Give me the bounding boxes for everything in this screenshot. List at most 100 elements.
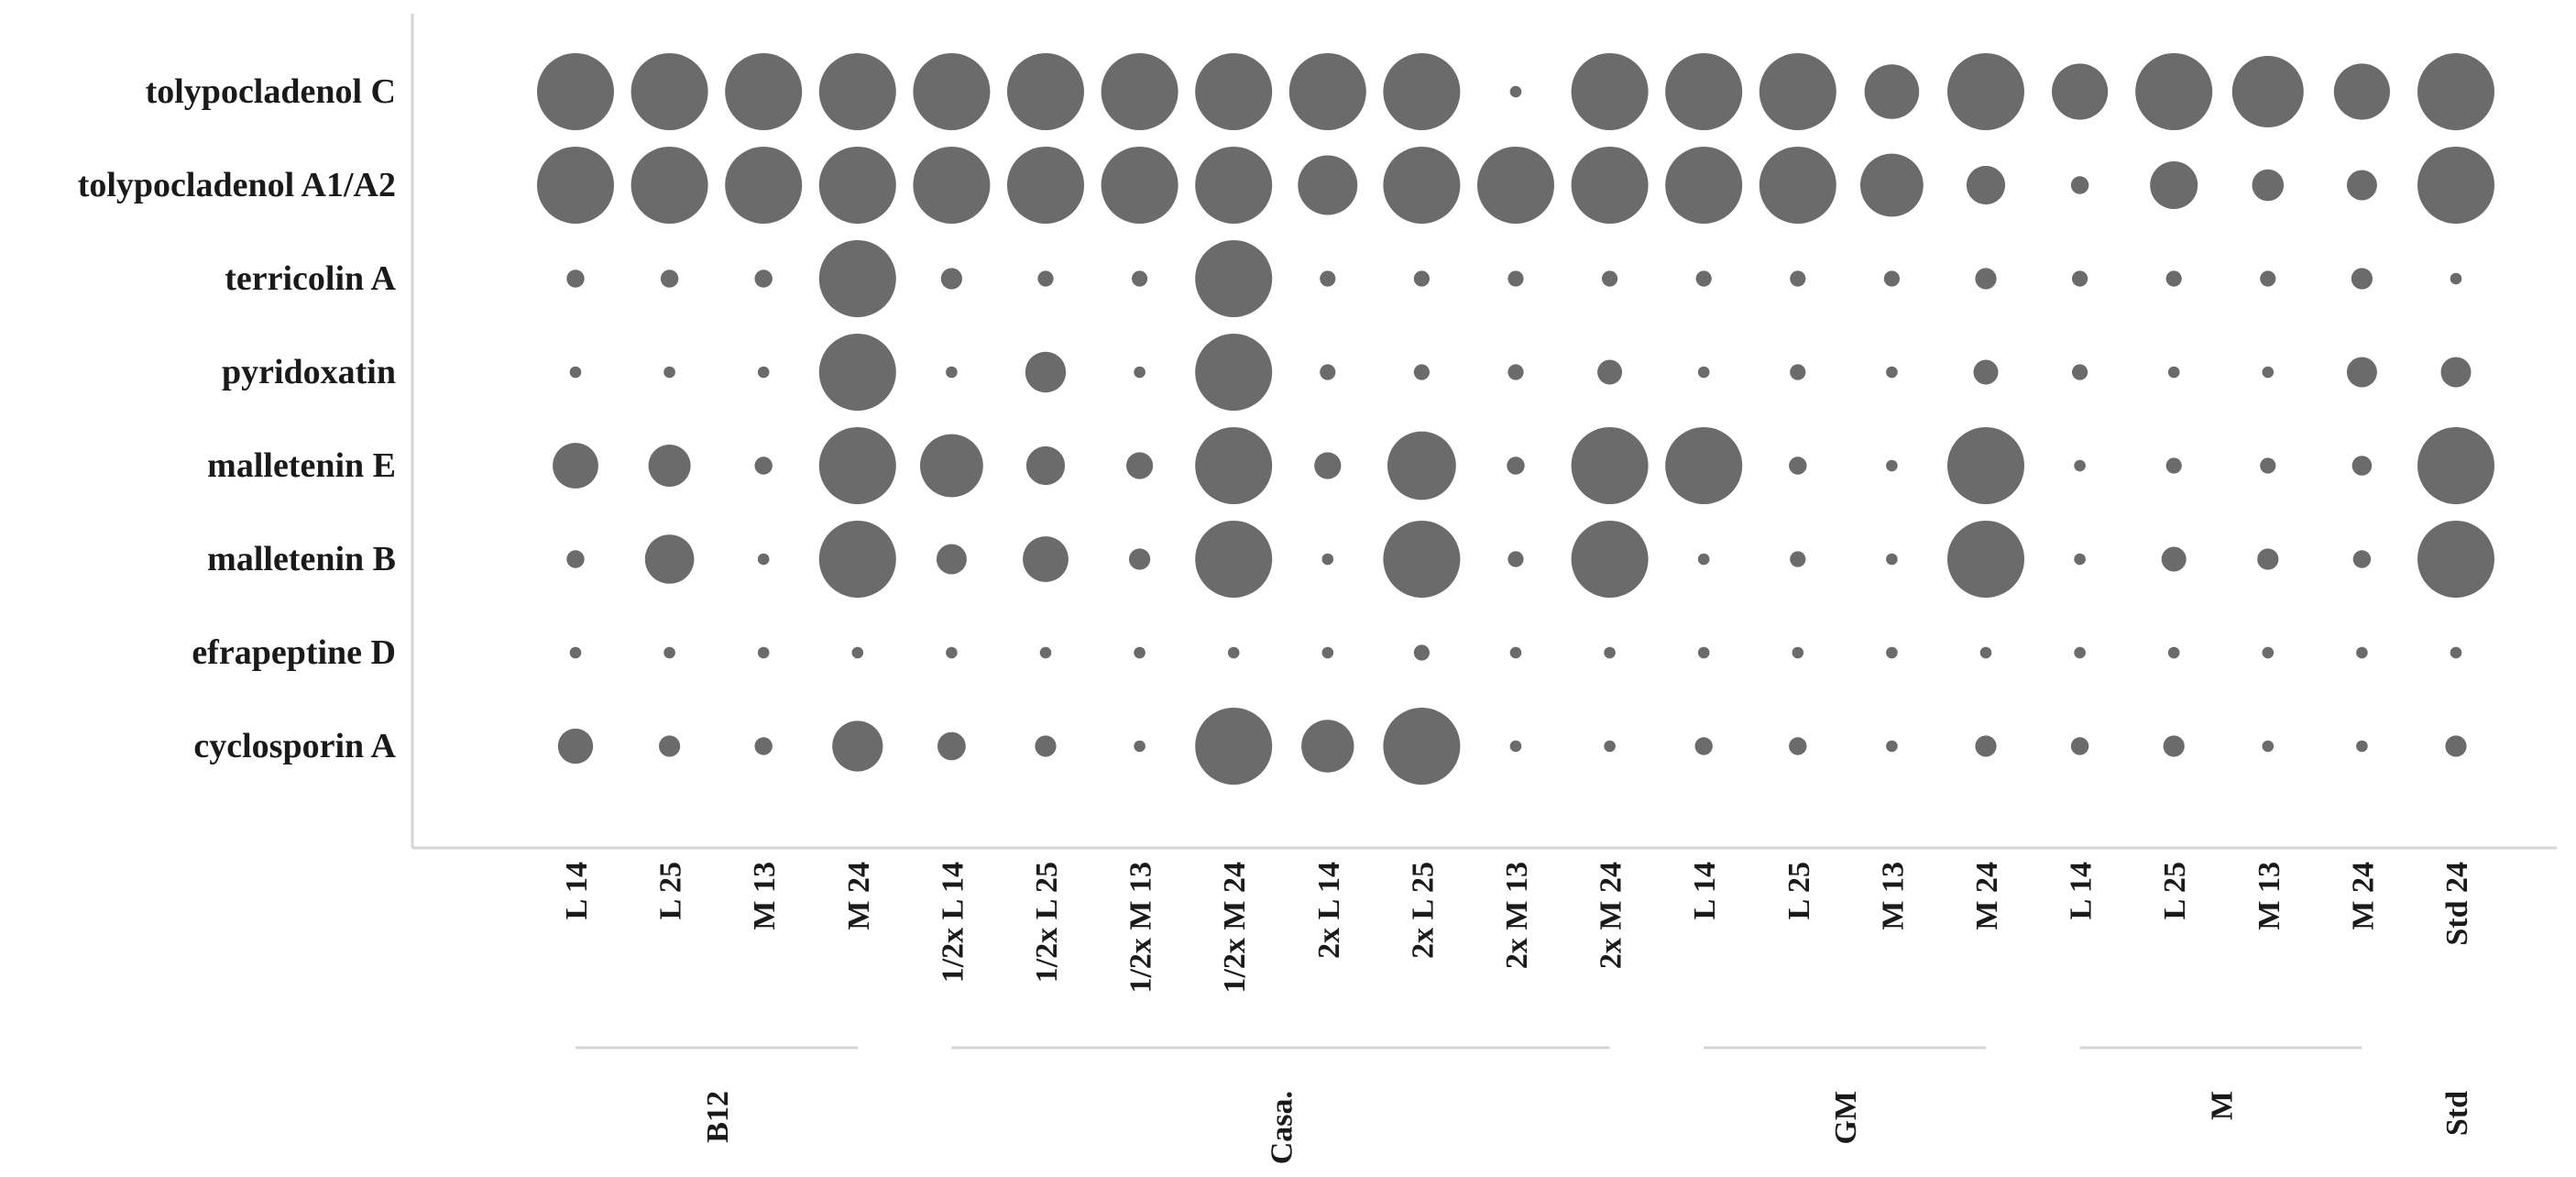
column-label-17: L 14 — [2065, 862, 2099, 919]
column-label-10: 2x L 25 — [1406, 862, 1440, 959]
bubble-efrapeptine-d-col-11 — [1509, 646, 1522, 659]
bubble-cyclosporin-a-col-17 — [2070, 737, 2089, 755]
row-label-tolypocladenol-c: tolypocladenol C — [146, 72, 396, 111]
group-label-casa: Casa. — [1266, 1091, 1299, 1164]
bubble-terricolin-a-col-20 — [2351, 268, 2373, 290]
bubble-cyclosporin-a-col-11 — [1509, 740, 1522, 753]
bubble-tolypocladenol-c-col-16 — [1947, 53, 2024, 130]
bubble-cyclosporin-a-col-21 — [2445, 735, 2467, 757]
bubble-pyridoxatin-col-11 — [1507, 364, 1524, 380]
bubble-terricolin-a-col-12 — [1602, 270, 1618, 287]
bubble-cyclosporin-a-col-16 — [1975, 735, 1997, 757]
bubble-efrapeptine-d-col-14 — [1792, 646, 1804, 659]
column-label-7: 1/2x M 13 — [1124, 862, 1158, 994]
bubble-tolypocladenol-c-col-4 — [818, 53, 896, 130]
bubble-pyridoxatin-col-17 — [2072, 364, 2088, 380]
bubble-pyridoxatin-col-4 — [818, 334, 896, 411]
group-label-m: M — [2206, 1091, 2240, 1120]
bubble-pyridoxatin-col-8 — [1195, 334, 1273, 411]
bubble-tolypocladenol-c-col-10 — [1383, 53, 1461, 130]
column-label-8: 1/2x M 24 — [1218, 862, 1252, 994]
bubble-terricolin-a-col-9 — [1320, 270, 1336, 287]
column-label-9: 2x L 14 — [1312, 862, 1346, 959]
bubble-tolypocladenol-a1-a2-col-20 — [2346, 170, 2377, 201]
bubble-pyridoxatin-col-20 — [2346, 357, 2377, 388]
bubble-tolypocladenol-a1-a2-col-21 — [2417, 147, 2494, 224]
row-label-malletenin-e: malletenin E — [207, 446, 396, 485]
bubble-tolypocladenol-a1-a2-col-8 — [1195, 147, 1273, 224]
bubble-efrapeptine-d-col-8 — [1227, 646, 1240, 659]
bubble-pyridoxatin-col-12 — [1597, 359, 1623, 385]
column-label-15: M 13 — [1876, 862, 1910, 930]
bubble-malletenin-b-col-13 — [1697, 553, 1710, 566]
bubble-efrapeptine-d-col-2 — [663, 646, 675, 659]
bubble-efrapeptine-d-col-1 — [569, 646, 582, 659]
bubble-tolypocladenol-a1-a2-col-11 — [1477, 147, 1554, 224]
bubble-terricolin-a-col-16 — [1975, 268, 1997, 290]
row-label-cyclosporin-a: cyclosporin A — [193, 727, 396, 765]
bubble-tolypocladenol-c-col-5 — [913, 53, 991, 130]
bubble-malletenin-e-col-12 — [1571, 427, 1649, 504]
bubble-malletenin-b-col-3 — [757, 553, 770, 566]
bubble-tolypocladenol-a1-a2-col-19 — [2252, 169, 2285, 202]
bubble-malletenin-b-col-1 — [566, 550, 585, 568]
bubble-tolypocladenol-c-col-12 — [1571, 53, 1649, 130]
bubble-tolypocladenol-a1-a2-col-18 — [2150, 161, 2198, 209]
bubble-malletenin-e-col-11 — [1507, 456, 1525, 475]
bubble-efrapeptine-d-col-9 — [1321, 646, 1334, 659]
bubble-malletenin-b-col-20 — [2352, 550, 2372, 568]
group-labels: B12 Casa. GM M Std — [575, 1046, 2474, 1164]
bubble-malletenin-e-col-3 — [754, 456, 773, 475]
bubble-cyclosporin-a-col-19 — [2262, 740, 2275, 753]
group-label-std: Std — [2440, 1091, 2474, 1136]
column-label-13: L 14 — [1688, 862, 1722, 919]
row-labels: tolypocladenol C tolypocladenol A1/A2 terr… — [78, 72, 397, 765]
bubble-tolypocladenol-c-col-13 — [1665, 53, 1743, 130]
bubble-tolypocladenol-a1-a2-col-17 — [2070, 176, 2089, 194]
bubble-malletenin-b-col-8 — [1195, 521, 1273, 598]
row-label-tolypocladenol-a1-a2: tolypocladenol A1/A2 — [78, 166, 396, 204]
bubble-terricolin-a-col-7 — [1132, 270, 1148, 287]
bubble-malletenin-b-col-15 — [1886, 553, 1898, 566]
bubble-pyridoxatin-col-9 — [1320, 364, 1336, 380]
bubble-tolypocladenol-c-col-7 — [1101, 53, 1178, 130]
bubble-pyridoxatin-col-1 — [569, 366, 582, 379]
column-label-2: L 25 — [654, 862, 688, 919]
bubble-efrapeptine-d-col-16 — [1979, 646, 1992, 659]
bubble-cyclosporin-a-col-18 — [2163, 735, 2185, 757]
bubble-tolypocladenol-c-col-15 — [1864, 64, 1920, 119]
bubble-tolypocladenol-a1-a2-col-4 — [818, 147, 896, 224]
bubble-pyridoxatin-col-2 — [663, 366, 675, 379]
bubble-pyridoxatin-col-6 — [1025, 351, 1067, 393]
bubble-malletenin-b-col-10 — [1383, 521, 1461, 598]
bubble-efrapeptine-d-col-19 — [2262, 646, 2275, 659]
bubble-terricolin-a-col-4 — [818, 240, 896, 317]
bubble-malletenin-b-col-7 — [1129, 548, 1151, 570]
bubble-tolypocladenol-a1-a2-col-5 — [913, 147, 991, 224]
bubble-malletenin-e-col-10 — [1387, 431, 1456, 500]
bubble-tolypocladenol-a1-a2-col-7 — [1101, 147, 1178, 224]
row-label-pyridoxatin: pyridoxatin — [222, 353, 396, 391]
bubble-malletenin-e-col-19 — [2260, 457, 2276, 474]
bubble-efrapeptine-d-col-21 — [2450, 646, 2462, 659]
bubble-tolypocladenol-c-col-1 — [537, 53, 614, 130]
bubble-cyclosporin-a-col-14 — [1789, 737, 1807, 755]
column-label-4: M 24 — [842, 862, 876, 930]
bubble-tolypocladenol-c-col-14 — [1759, 53, 1836, 130]
column-label-5: 1/2x L 14 — [936, 862, 970, 983]
bubble-terricolin-a-col-15 — [1883, 270, 1900, 287]
bubble-cyclosporin-a-col-9 — [1301, 720, 1354, 773]
bubble-terricolin-a-col-5 — [940, 268, 962, 290]
bubble-malletenin-e-col-2 — [648, 445, 691, 487]
bubble-malletenin-e-col-4 — [818, 427, 896, 504]
bubble-cyclosporin-a-col-15 — [1886, 740, 1898, 753]
bubble-malletenin-e-col-15 — [1886, 459, 1898, 472]
bubble-efrapeptine-d-col-10 — [1413, 644, 1430, 661]
group-label-b12: B12 — [701, 1091, 735, 1143]
bubble-malletenin-b-col-12 — [1571, 521, 1649, 598]
bubble-malletenin-e-col-1 — [553, 443, 598, 489]
column-label-16: M 24 — [1970, 862, 2004, 930]
bubble-terricolin-a-col-10 — [1413, 270, 1430, 287]
bubble-tolypocladenol-a1-a2-col-12 — [1571, 147, 1649, 224]
